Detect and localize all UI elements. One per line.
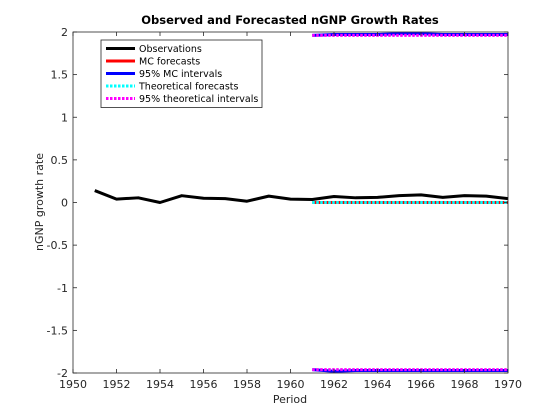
y-tick-label: 0.5 <box>51 154 69 167</box>
x-axis-label: Period <box>273 393 307 406</box>
y-tick-label: 1.5 <box>51 69 69 82</box>
x-tick-label: 1950 <box>59 378 87 391</box>
legend-entry-label: 95% MC intervals <box>139 69 222 80</box>
x-tick-label: 1958 <box>233 378 261 391</box>
x-tick-label: 1970 <box>494 378 522 391</box>
x-axis: 1950 1952 1954 1956 1958 1960 1962 1964 1966 1968… <box>59 32 522 391</box>
chart-title: Observed and Forecasted nGNP Growth Rate… <box>141 13 439 27</box>
y-tick-label: 1 <box>61 111 68 124</box>
y-tick-label: 2 <box>61 26 68 39</box>
legend-entry-label: MC forecasts <box>139 57 200 68</box>
x-tick-label: 1960 <box>277 378 305 391</box>
x-tick-label: 1952 <box>103 378 131 391</box>
x-tick-label: 1966 <box>407 378 435 391</box>
y-tick-label: -1.5 <box>47 324 68 337</box>
legend-entry-label: 95% theoretical intervals <box>139 94 258 105</box>
x-tick-label: 1962 <box>320 378 348 391</box>
series-layer <box>94 32 509 373</box>
x-tick-label: 1968 <box>451 378 479 391</box>
y-tick-label: 0 <box>61 197 68 210</box>
y-tick-label: -1 <box>57 282 68 295</box>
y-tick-label: -0.5 <box>47 239 68 252</box>
legend-entry-label: Theoretical forecasts <box>138 82 239 93</box>
legend-entry-label: Observations <box>139 44 202 55</box>
series-observations-line <box>94 189 509 204</box>
x-tick-label: 1964 <box>364 378 392 391</box>
x-tick-label: 1956 <box>190 378 218 391</box>
y-axis-label: nGNP growth rate <box>33 153 46 251</box>
y-axis: -2 -1.5 -1 -0.5 0 0.5 1 1.5 2 <box>47 26 508 380</box>
x-tick-label: 1954 <box>146 378 174 391</box>
y-tick-label: -2 <box>57 367 68 380</box>
